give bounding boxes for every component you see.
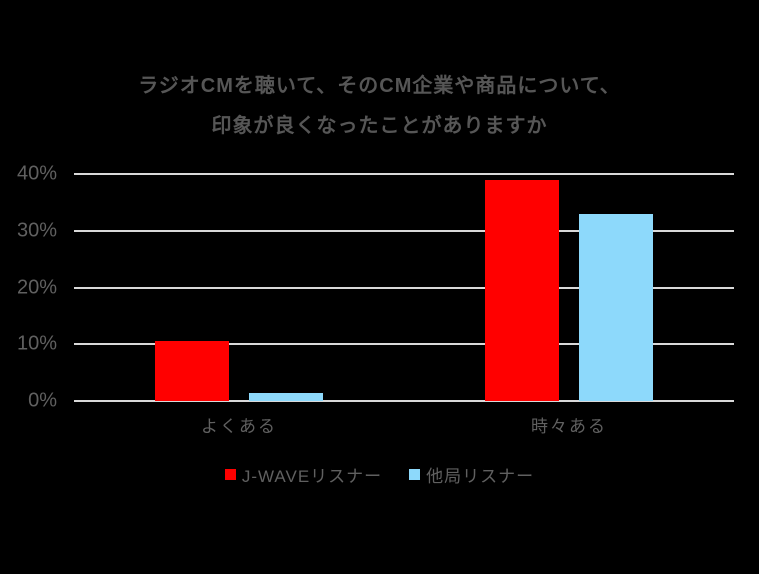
- legend: J-WAVEリスナー 他局リスナー: [0, 464, 759, 486]
- x-axis: よくある 時々ある: [74, 412, 734, 437]
- bar-group-1: [74, 174, 404, 401]
- legend-item-2: 他局リスナー: [409, 464, 535, 486]
- gridline-0: [74, 400, 734, 402]
- bar-series-1-category-2: [485, 179, 559, 401]
- bar-series-2-category-2: [579, 213, 653, 401]
- gridline-10: [74, 343, 734, 346]
- x-category-label-1: よくある: [201, 417, 277, 436]
- legend-swatch-icon: [409, 468, 421, 480]
- plot-area: [74, 173, 734, 402]
- bar-series-2-category-1: [249, 392, 323, 401]
- gridline-40: [74, 173, 734, 175]
- chart-title-line-1: ラジオCMを聴いて、そのCM企業や商品について、: [138, 75, 621, 97]
- legend-label-2: 他局リスナー: [426, 466, 535, 486]
- y-axis: 0% 10% 20% 30% 40%: [0, 163, 57, 412]
- x-category-label-2: 時々ある: [531, 417, 607, 436]
- y-tick-label-10: 10%: [16, 332, 57, 355]
- y-tick-label-20: 20%: [16, 276, 57, 298]
- bar-group-2: [404, 174, 734, 401]
- y-tick-label-30: 30%: [16, 219, 57, 242]
- chart-title: ラジオCMを聴いて、そのCM企業や商品について、 印象が良くなったことがあります…: [0, 66, 759, 146]
- y-tick-label-40: 40%: [16, 162, 57, 185]
- y-tick-label-0: 0%: [28, 389, 57, 412]
- legend-swatch-icon: [224, 468, 236, 480]
- gridline-20: [74, 286, 734, 289]
- legend-label-1: J-WAVEリスナー: [241, 466, 383, 486]
- gridline-30: [74, 229, 734, 232]
- legend-item-1: J-WAVEリスナー: [224, 464, 383, 486]
- bar-series-1-category-1: [155, 341, 229, 401]
- chart-title-line-2: 印象が良くなったことがありますか: [211, 115, 548, 137]
